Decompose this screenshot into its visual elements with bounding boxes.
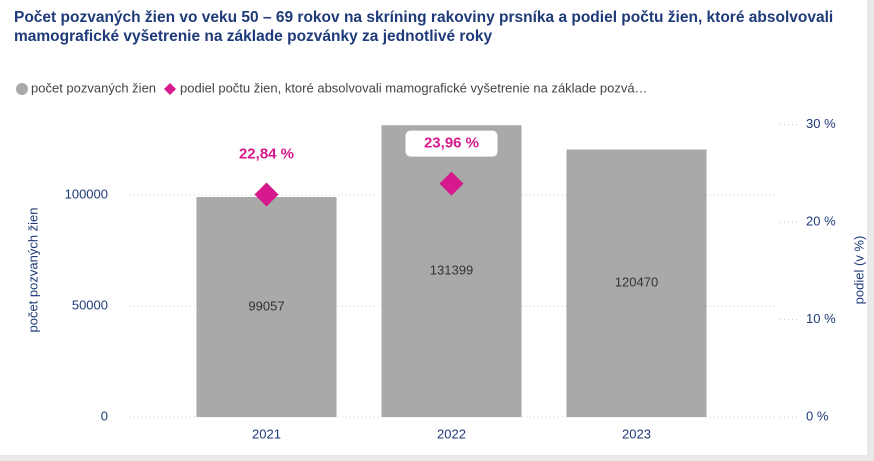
y2-tick-label: 0 %: [806, 408, 829, 423]
data-label: 22,84 %: [239, 145, 294, 162]
bar: [566, 149, 707, 418]
y-tick-label: 50000: [72, 297, 108, 312]
marker: [254, 182, 279, 207]
chart-title: Počet pozvaných žien vo veku 50 – 69 rok…: [14, 9, 834, 45]
bar-value-label: 99057: [248, 298, 284, 313]
y2-tick-label: 20 %: [806, 214, 836, 229]
x-tick-label: 2021: [252, 426, 281, 441]
bar: [196, 197, 337, 417]
x-tick-label: 2023: [622, 426, 651, 441]
legend-label: počet pozvaných žien: [31, 80, 156, 95]
y2-axis-label: podiel (v %): [851, 236, 866, 305]
bar-value-label: 131399: [430, 263, 473, 278]
legend-marker: [16, 83, 28, 95]
x-tick-label: 2022: [437, 426, 466, 441]
data-label-box: [220, 141, 313, 168]
data-label: 23,96 %: [424, 135, 479, 152]
y-axis-label: počet pozvaných žien: [25, 207, 40, 332]
legend-marker: [164, 83, 177, 95]
bar-value-label: 120470: [615, 275, 658, 290]
y-tick-label: 100000: [65, 186, 108, 201]
data-label-box: [405, 130, 498, 157]
y2-tick-label: 10 %: [806, 311, 836, 326]
y2-tick-label: 30 %: [806, 116, 836, 131]
marker: [439, 171, 464, 196]
legend-label: podiel počtu žien, ktoré absolvovali mam…: [180, 80, 648, 95]
y-tick-label: 0: [101, 408, 108, 423]
